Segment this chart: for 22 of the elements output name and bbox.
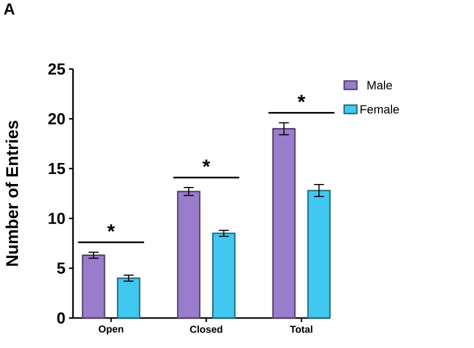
annotation: * — [298, 94, 306, 102]
bar — [177, 190, 200, 319]
x-tick-label: Closed — [190, 326, 222, 333]
x-tick-label: Total — [290, 326, 312, 333]
bar — [307, 190, 331, 319]
y-tick-label: 20 — [48, 113, 65, 124]
y-axis-title: Number of Entries — [6, 120, 18, 266]
y-tick-label: 5 — [57, 262, 66, 274]
annotation: * — [202, 160, 210, 168]
bar — [82, 254, 106, 319]
bar — [116, 277, 140, 319]
x-tick-label: Open — [98, 326, 124, 335]
y-tick-label: 15 — [48, 163, 66, 174]
legend-label: Female — [360, 104, 399, 114]
bar — [272, 128, 296, 319]
y-tick-label: 25 — [48, 63, 66, 75]
legend-label: Male — [368, 80, 392, 90]
y-tick-label: 10 — [48, 212, 65, 224]
y-tick-label: 0 — [57, 312, 65, 324]
bar — [212, 232, 236, 319]
text: A — [4, 4, 15, 14]
annotation: * — [107, 224, 115, 232]
